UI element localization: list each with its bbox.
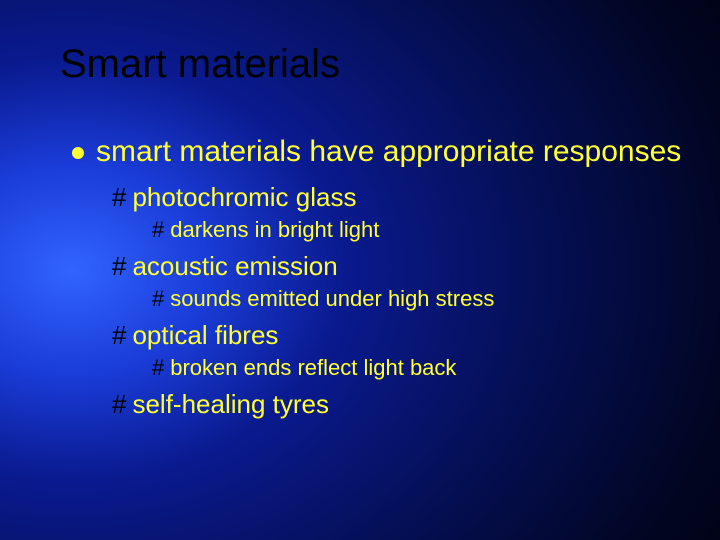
level2-text: optical fibres <box>132 319 278 352</box>
bullet-dot-icon <box>72 147 84 159</box>
bullet-level3: # broken ends reflect light back <box>152 354 692 383</box>
bullet-level3: # sounds emitted under high stress <box>152 285 692 314</box>
hash-icon: # <box>112 181 126 214</box>
bullet-level2: # photochromic glass <box>112 181 692 214</box>
hash-icon: # <box>112 388 126 421</box>
level2-text: self-healing tyres <box>132 388 329 421</box>
hash-icon: # <box>152 285 164 314</box>
level2-text: photochromic glass <box>132 181 356 214</box>
hash-icon: # <box>152 216 164 245</box>
hash-icon: # <box>112 319 126 352</box>
hash-icon: # <box>112 250 126 283</box>
hash-icon: # <box>152 354 164 383</box>
slide-title: Smart materials <box>60 42 692 87</box>
bullet-level2: # self-healing tyres <box>112 388 692 421</box>
bullet-level2: # acoustic emission <box>112 250 692 283</box>
bullet-level1: smart materials have appropriate respons… <box>72 135 692 169</box>
bullet-level3: # darkens in bright light <box>152 216 692 245</box>
level1-text: smart materials have appropriate respons… <box>96 135 681 169</box>
level3-text: sounds emitted under high stress <box>170 285 494 314</box>
bullet-level2: # optical fibres <box>112 319 692 352</box>
level3-text: darkens in bright light <box>170 216 379 245</box>
level2-text: acoustic emission <box>132 250 337 283</box>
slide: Smart materials smart materials have app… <box>0 0 720 540</box>
level3-text: broken ends reflect light back <box>170 354 456 383</box>
